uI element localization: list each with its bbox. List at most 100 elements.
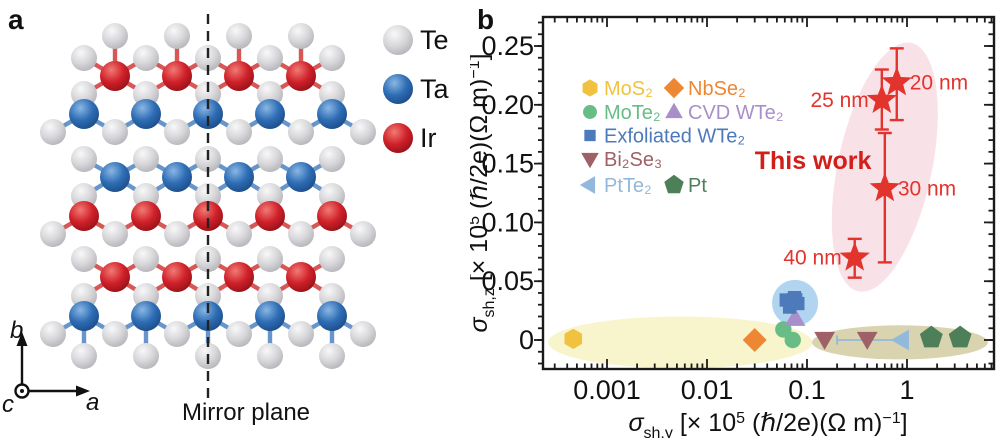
axis-a-label: a (86, 389, 99, 416)
te-atom (226, 221, 252, 247)
panel-a-label: a (8, 4, 24, 35)
legend-marker-mos (582, 79, 598, 97)
legend-marker-ptte (579, 176, 596, 194)
thickness-label: 30 nm (898, 177, 956, 200)
ir-atom (100, 61, 130, 91)
x-axis-title: σsh,y [× 105 (ℏ/2e)(Ω m)−1] (628, 409, 907, 438)
ir-atom (224, 61, 254, 91)
te-atom (71, 343, 97, 369)
ir-atom (69, 201, 99, 231)
te-atom (71, 146, 97, 172)
ir-atom (131, 201, 161, 231)
te-atom (288, 221, 314, 247)
data-points (564, 66, 972, 352)
legend-label-ptte: PtTe₂ (604, 175, 652, 197)
ir-atom (162, 61, 192, 91)
te-atom (226, 23, 252, 49)
ta-atom (100, 162, 130, 192)
data-point-ptte (890, 329, 909, 351)
y-tick-label: 0.15 (481, 149, 534, 179)
thickness-label: 25 nm (810, 89, 868, 112)
data-point-mote (784, 331, 801, 349)
ta-atom (162, 162, 192, 192)
this-work-annotation: This work (755, 147, 872, 175)
te-atom (102, 221, 128, 247)
x-tick-label: 0.01 (681, 375, 734, 405)
te-atom (102, 119, 128, 145)
te-atom (133, 246, 159, 272)
y-tick-label: 0 (519, 325, 534, 355)
data-point-bi-se (856, 331, 878, 350)
legend-label-bi-se: Bi₂Se₃ (604, 149, 662, 171)
te-atom (288, 23, 314, 49)
legend-label-pt: Pt (688, 175, 707, 197)
data-point-exfoliated-wte (791, 296, 805, 311)
ta-atom (131, 99, 161, 129)
ir-atom (193, 201, 223, 231)
legend-swatch-ir (383, 123, 413, 153)
panel-a-legend: Te Ta Ir (383, 25, 450, 153)
ir-atom (100, 262, 130, 292)
te-atom (226, 321, 252, 347)
axis-ticks (534, 17, 994, 369)
legend-marker-nbse (663, 77, 685, 99)
te-atom (257, 343, 283, 369)
data-point-pt (948, 325, 972, 348)
ta-atom (193, 99, 223, 129)
series-pt (919, 325, 972, 348)
spin-hall-chart-svg: 0.001 0.01 0.1 1 0 0.05 0.10 0.15 0.20 0.25 σsh,y … (470, 15, 996, 438)
series-exfoliated-wte (779, 291, 805, 314)
axis-b-arrowhead (16, 332, 28, 346)
te-atom (257, 246, 283, 272)
ir-atom (224, 262, 254, 292)
legend-label-mos: MoS₂ (604, 78, 653, 100)
series-nbse (742, 328, 767, 352)
te-atom (226, 119, 252, 145)
crystal-structure-svg: Mirror plane b a c Te Ta Ir (2, 14, 450, 426)
te-atom (102, 23, 128, 49)
plot-border (541, 15, 996, 371)
data-point-this-work (881, 66, 912, 96)
legend-swatch-ta (383, 74, 413, 104)
ta-atom (255, 301, 285, 331)
legend-label-nbse: NbSe₂ (688, 78, 746, 100)
y-axis-title: σsh,z [× 105 (ℏ/2e)(Ω m)−1] (470, 53, 498, 332)
te-atom (164, 221, 190, 247)
tick-labels: 0.001 0.01 0.1 1 0 0.05 0.10 0.15 0.20 0.25 (481, 31, 914, 405)
legend-label-te: Te (420, 25, 449, 55)
te-atom (133, 146, 159, 172)
ir-atom (162, 262, 192, 292)
axis-indicator (14, 332, 90, 399)
legend-label-ta: Ta (420, 74, 450, 104)
te-atom (257, 45, 283, 71)
te-atom (319, 246, 345, 272)
axis-b-label: b (10, 317, 23, 344)
te-atom (133, 343, 159, 369)
te-atom (350, 221, 376, 247)
te-atom (133, 45, 159, 71)
series-cvd-wte (784, 307, 806, 326)
x-tick-label: 1 (899, 375, 914, 405)
y-tick-label: 0.10 (481, 207, 534, 237)
ta-atom (224, 162, 254, 192)
y-tick-label: 0.20 (481, 90, 534, 120)
data-point-nbse (742, 328, 767, 352)
y-tick-label: 0.05 (481, 266, 534, 296)
ir-atom (317, 201, 347, 231)
te-atom (40, 119, 66, 145)
te-atom (164, 321, 190, 347)
data-point-cvd-wte (784, 307, 806, 326)
x-tick-label: 0.1 (788, 375, 826, 405)
legend-marker-mote (583, 105, 597, 119)
ta-atom (193, 301, 223, 331)
mirror-plane-label: Mirror plane (182, 399, 310, 426)
te-atom (164, 23, 190, 49)
ta-atom (255, 99, 285, 129)
te-atom (71, 45, 97, 71)
te-atom (288, 119, 314, 145)
legend-marker-bi-se (581, 152, 599, 169)
thickness-label: 40 nm (783, 247, 841, 270)
series-bi-se (814, 331, 878, 350)
axis-c-label: c (2, 391, 14, 418)
